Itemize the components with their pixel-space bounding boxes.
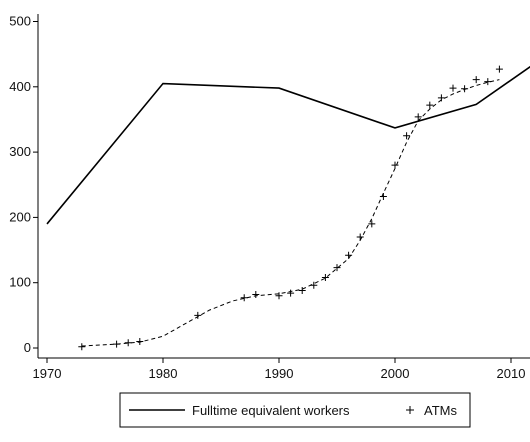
atm-point [414, 113, 422, 121]
axes: 0 100 200 300 400 500 1970 1980 1990 2000 2010 [9, 14, 530, 381]
atm-point [287, 289, 295, 297]
atm-point [472, 76, 480, 84]
atm-point [252, 290, 260, 298]
atm-point [136, 337, 144, 345]
atm-point [78, 343, 86, 351]
y-tick-label: 100 [9, 275, 31, 290]
atm-point [426, 101, 434, 109]
x-tick-label: 1990 [265, 366, 294, 381]
y-tick-label: 500 [9, 14, 31, 29]
series-group [46, 65, 530, 351]
atm-point [403, 132, 411, 140]
series-line-atm-trend [81, 79, 500, 347]
legend: Fulltime equivalent workers ATMs [119, 392, 471, 428]
series-line-workers [46, 65, 530, 225]
legend-label-atms: ATMs [424, 403, 457, 418]
atm-point [298, 287, 306, 295]
y-tick-label: 0 [24, 340, 31, 355]
atm-point [240, 294, 248, 302]
x-tick-label: 1970 [33, 366, 62, 381]
atm-point [333, 264, 341, 272]
atm-point [391, 161, 399, 169]
atm-point [449, 84, 457, 92]
y-tick-label: 300 [9, 144, 31, 159]
legend-swatch-atms [406, 406, 414, 414]
x-tick-label: 1980 [149, 366, 178, 381]
y-tick-label: 400 [9, 79, 31, 94]
atm-point [495, 65, 503, 73]
legend-label-workers: Fulltime equivalent workers [192, 403, 350, 418]
x-tick-label: 2010 [497, 366, 526, 381]
atm-point [368, 220, 376, 228]
atm-point [194, 311, 202, 319]
atm-point [321, 273, 329, 281]
atm-point [275, 292, 283, 300]
y-tick-label: 200 [9, 209, 31, 224]
x-tick-label: 2000 [381, 366, 410, 381]
plot-area [46, 65, 530, 351]
atm-point [124, 339, 132, 347]
